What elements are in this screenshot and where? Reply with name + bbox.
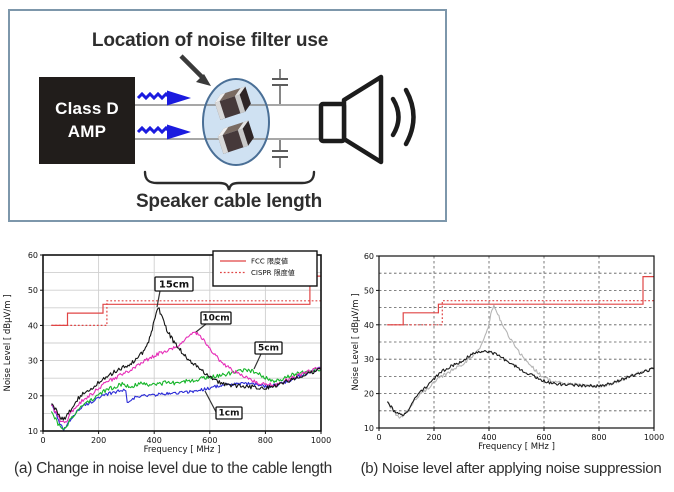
caption-chart-a: (a) Change in noise level due to the cab… [14,460,332,477]
y-axis-title: Noise Level [ dBμV/m ] [351,293,361,390]
annotation-box-5cm [254,341,283,355]
svg-text:800: 800 [591,433,606,442]
ferrite-bead-icon [217,120,254,154]
ferrite-bead-icon [214,86,251,120]
speaker-cable-length-label: Speaker cable length [135,191,323,212]
svg-text:50: 50 [364,286,374,295]
annotation-label: 1cm [219,409,240,419]
x-axis-title: Frequency [ MHz ] [144,445,221,455]
annotation-label: 10cm [202,314,229,324]
svg-text:600: 600 [202,436,217,445]
noise-wave-arrow-icon [136,90,191,106]
caption-chart-b: (b) Noise level after applying noise sup… [360,460,662,477]
capacitor-icon-bottom [272,140,288,168]
svg-text:30: 30 [28,357,38,366]
noise-chart-after-suppression: 0 200 400 600 800 1000 10 20 30 40 50 60 Frequency [… [351,252,664,452]
svg-text:10: 10 [364,424,374,433]
series-10cm [50,331,322,424]
series-5cm [50,367,322,431]
y-axis-title: Noise Level [ dBμV/m ] [3,294,13,391]
noise-wave-arrow-icon [136,124,191,140]
noise-filter-diagram-panel: Location of noise filter use Class D AMP… [8,9,447,222]
svg-text:40: 40 [364,321,374,330]
series-after [386,349,655,417]
capacitor-icon-top [272,69,288,104]
noise-filter-ellipse-outline [202,78,270,166]
svg-text:60: 60 [364,252,374,261]
svg-text:60: 60 [28,251,38,260]
diagram-title: Location of noise filter use [91,30,329,51]
svg-text:1000: 1000 [311,436,331,445]
legend-box [212,250,318,287]
noise-chart-cable-length: 0 200 400 600 800 1000 10 20 30 40 50 60 Frequency [… [3,250,331,455]
svg-text:1000: 1000 [644,433,664,442]
svg-text:200: 200 [426,433,441,442]
svg-text:0: 0 [40,436,45,445]
svg-text:600: 600 [536,433,551,442]
svg-text:0: 0 [376,433,381,442]
pointer-arrow-icon [179,54,211,86]
svg-text:200: 200 [91,436,106,445]
amp-label-line1: Class D [55,98,119,118]
class-d-amp-box: Class D AMP [39,77,135,164]
svg-text:400: 400 [481,433,496,442]
series-15cm [51,307,322,421]
annotation-label: 5cm [258,344,279,354]
annotation-box-10cm [200,311,232,325]
svg-text:40: 40 [28,321,38,330]
annotation-label: 15cm [159,280,189,291]
svg-text:30: 30 [364,355,374,364]
series-before [387,304,655,419]
annotation-box-15cm [154,276,194,292]
diagram-graphics [135,54,416,191]
svg-text:400: 400 [147,436,162,445]
cable-length-brace [143,170,316,191]
legend-label: CISPR 限度値 [251,268,295,277]
svg-text:800: 800 [258,436,273,445]
amp-label-line2: AMP [67,121,107,141]
annotation-box-1cm [215,406,243,420]
speaker-icon [318,74,416,165]
svg-text:10: 10 [28,427,38,436]
svg-text:20: 20 [28,392,38,401]
x-axis-title: Frequency [ MHz ] [478,442,555,452]
svg-text:50: 50 [28,286,38,295]
svg-text:20: 20 [364,390,374,399]
legend-label: FCC 限度値 [251,257,288,266]
